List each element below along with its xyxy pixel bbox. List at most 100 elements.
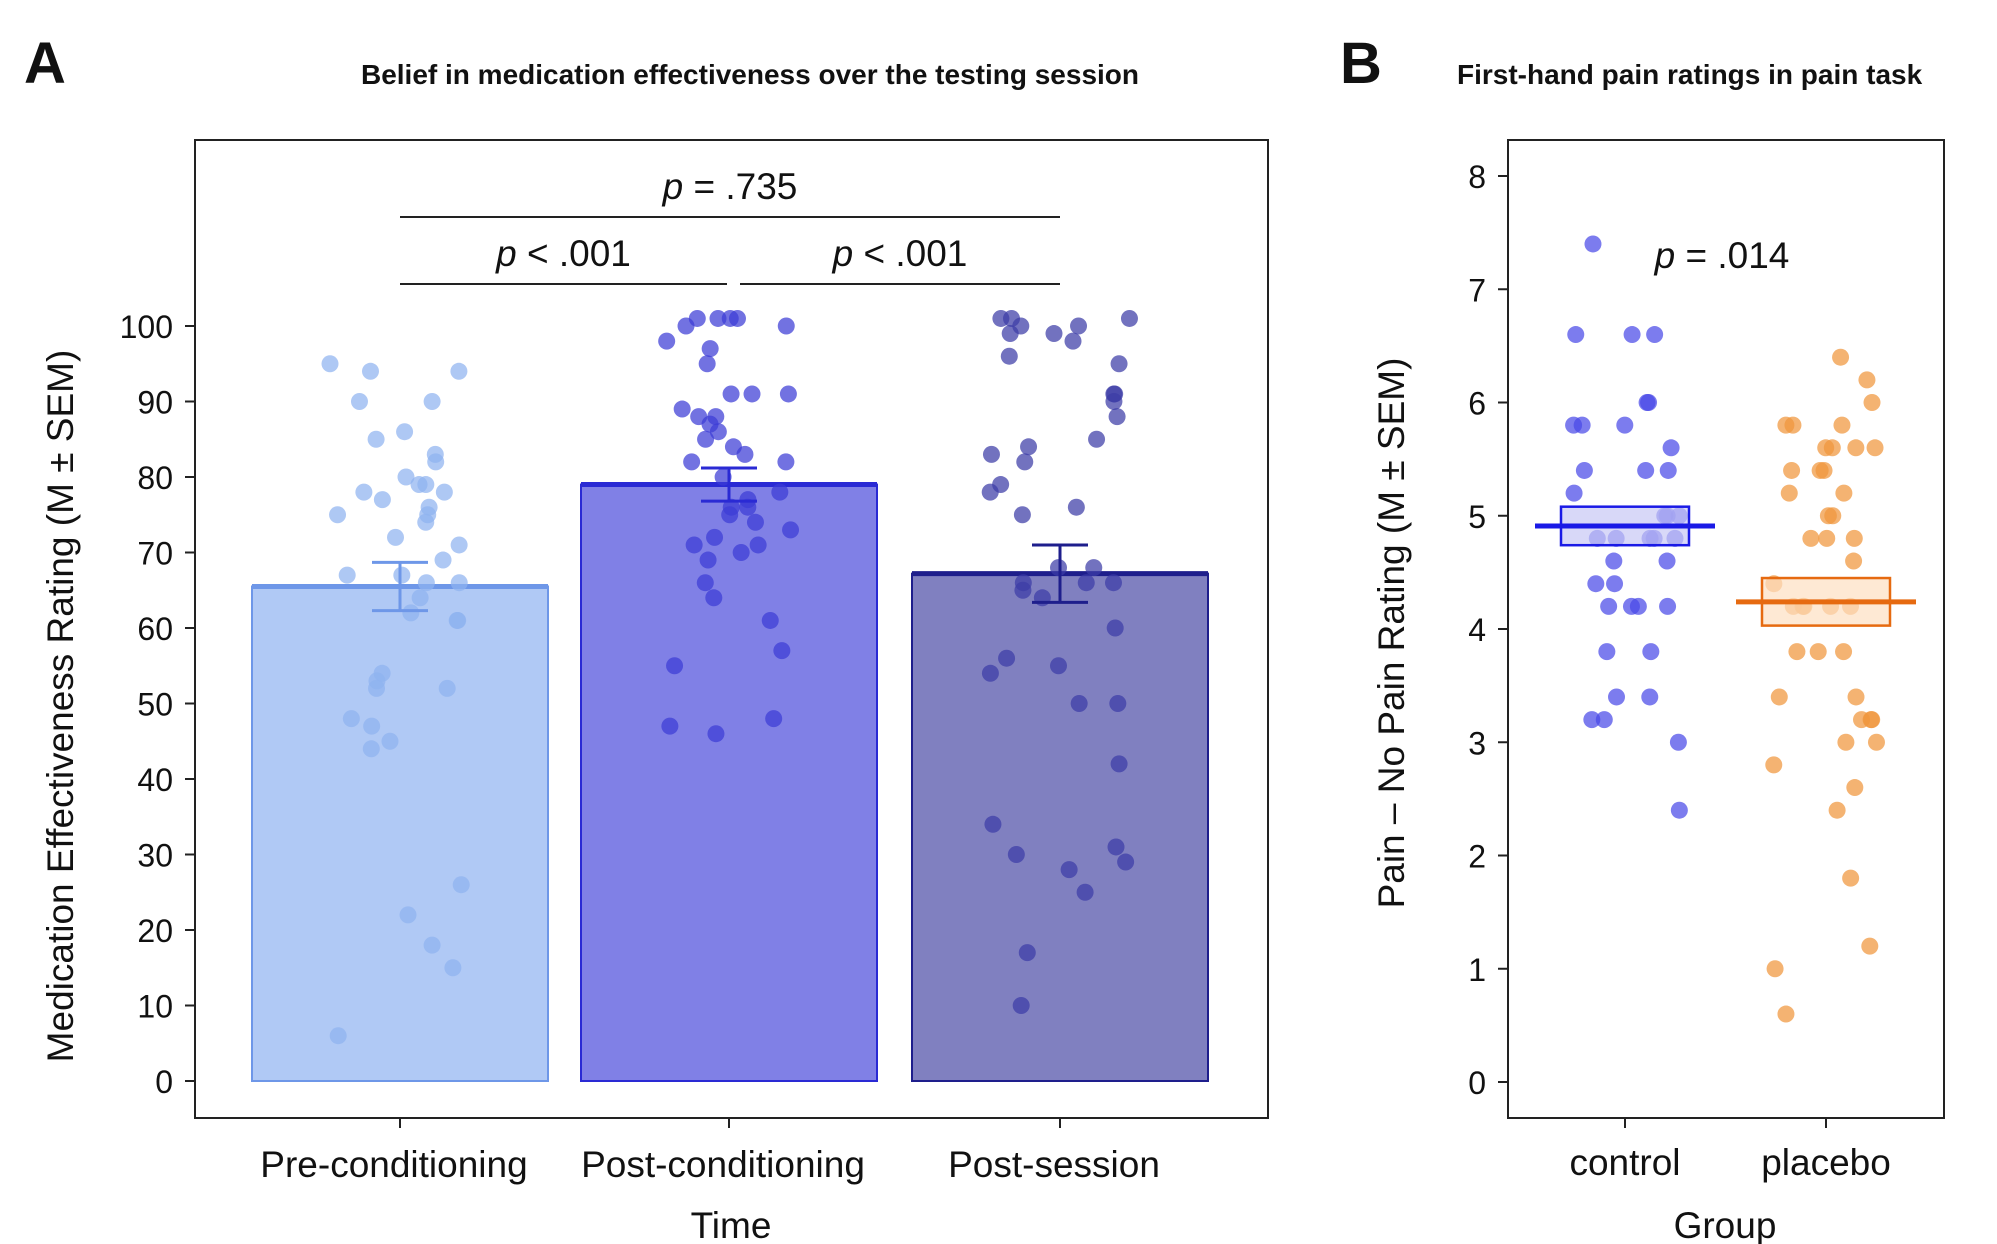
- panel-b-y-tick-label: 8: [1468, 159, 1486, 195]
- panel-a-point: [981, 664, 999, 682]
- panel-b-chart: First-hand pain ratings in pain task Gro…: [1371, 59, 1945, 1244]
- panel-b-point: [1842, 869, 1860, 887]
- panel-b-point: [1565, 484, 1583, 502]
- panel-a-comparison-label: p < .001: [495, 233, 631, 274]
- panel-b-point: [1573, 416, 1591, 434]
- panel-a-point: [411, 589, 429, 607]
- panel-a-point: [423, 393, 441, 410]
- panel-b-point: [1788, 643, 1806, 661]
- panel-a-y-tick-label: 0: [155, 1064, 173, 1100]
- panel-a-point: [709, 309, 727, 327]
- panel-a-point: [696, 574, 714, 592]
- panel-a-point: [1120, 309, 1138, 327]
- panel-a-point: [1110, 755, 1128, 773]
- panel-a-point: [739, 498, 757, 516]
- panel-a-point: [1088, 430, 1106, 448]
- panel-a-point: [1060, 861, 1078, 879]
- panel-a-point: [434, 551, 452, 569]
- panel-a-title: Belief in medication effectiveness over …: [361, 59, 1139, 90]
- panel-a-point: [661, 717, 679, 735]
- panel-b-y-tick-label: 5: [1468, 499, 1486, 535]
- panel-a-y-tick-label: 60: [137, 611, 173, 647]
- panel-a-point: [1064, 332, 1082, 350]
- panel-b-y-tick-label: 7: [1468, 272, 1486, 308]
- panel-a-point: [1000, 347, 1018, 365]
- panel-b-point: [1608, 688, 1626, 706]
- panel-b-point: [1858, 371, 1876, 389]
- panel-b-annotation: p = .014: [1654, 235, 1790, 276]
- panel-b-point: [1575, 461, 1593, 479]
- panel-a-point: [1104, 574, 1122, 592]
- panel-a-point: [701, 340, 719, 358]
- panel-b-x-axis-label: Group: [1674, 1205, 1777, 1244]
- panel-b-point: [1828, 801, 1846, 819]
- panel-b-point: [1867, 733, 1885, 751]
- panel-b-point: [1637, 461, 1655, 479]
- panel-b-point: [1845, 529, 1863, 547]
- panel-a-point: [402, 604, 420, 622]
- panel-a-point: [1001, 325, 1019, 343]
- panel-b-point: [1765, 756, 1783, 774]
- panel-b-point: [1837, 733, 1855, 751]
- panel-b-point: [1777, 416, 1795, 434]
- panel-a-point: [698, 355, 716, 373]
- panel-a-point: [1016, 453, 1034, 471]
- panel-a-point: [410, 476, 428, 494]
- panel-b-point: [1847, 688, 1865, 706]
- panel-b-point: [1606, 575, 1624, 593]
- panel-a-point: [450, 574, 468, 592]
- panel-b-y-tick-label: 2: [1468, 839, 1486, 875]
- panel-b-point: [1600, 597, 1618, 615]
- panel-a-x-axis-label: Time: [691, 1205, 772, 1244]
- panel-a-point: [399, 906, 417, 924]
- panel-a-point: [1106, 619, 1124, 637]
- panel-a-point: [417, 513, 435, 531]
- panel-a-point: [361, 362, 379, 380]
- panel-b-point: [1833, 416, 1851, 434]
- panel-a-point: [673, 400, 691, 418]
- panel-a-point: [707, 725, 725, 743]
- panel-a-point: [450, 536, 468, 554]
- panel-a-point: [1070, 695, 1088, 712]
- panel-a-y-axis-label: Medication Effectiveness Rating (M ± SEM…: [40, 350, 81, 1063]
- panel-a-point: [1107, 838, 1125, 856]
- panel-b-point: [1584, 235, 1602, 253]
- panel-b-y-tick-label: 4: [1468, 612, 1486, 648]
- panel-a-point: [381, 732, 399, 750]
- panel-b-point: [1670, 801, 1688, 819]
- panel-a-point: [699, 551, 717, 569]
- panel-a-y-tick-label: 30: [137, 838, 173, 874]
- panel-a-point: [992, 309, 1010, 327]
- panel-a-y-tick-label: 100: [120, 309, 173, 345]
- panel-a-point: [1110, 355, 1128, 373]
- panel-b-point: [1847, 439, 1865, 457]
- panel-a-point: [736, 445, 754, 463]
- panel-a-bar: [580, 483, 878, 1082]
- panel-b-point: [1835, 643, 1853, 661]
- panel-a-point: [1108, 408, 1126, 426]
- panel-a-point: [368, 679, 386, 697]
- panel-a-point: [452, 876, 470, 894]
- panel-b-y-tick-label: 3: [1468, 725, 1486, 761]
- panel-a-point: [677, 317, 695, 335]
- panel-a-point: [338, 566, 356, 584]
- panel-a-point: [417, 574, 435, 592]
- panel-a-y-tick-label: 20: [137, 913, 173, 949]
- panel-b-title: First-hand pain ratings in pain task: [1457, 59, 1923, 90]
- panel-a-point: [438, 679, 456, 697]
- panel-b-y-tick-label: 0: [1468, 1065, 1486, 1101]
- panel-a-point: [777, 317, 795, 335]
- panel-b-point: [1659, 461, 1677, 479]
- panel-a-point: [362, 740, 380, 758]
- panel-a-point: [329, 1027, 347, 1045]
- panel-a-point: [350, 393, 368, 410]
- panel-a-point: [367, 430, 385, 448]
- panel-a-x-tick-label: Post-conditioning: [581, 1144, 865, 1185]
- panel-b-point: [1824, 507, 1842, 525]
- panel-b-point: [1659, 597, 1677, 615]
- panel-a-point: [981, 483, 999, 501]
- panel-a-point: [1070, 317, 1088, 335]
- panel-a-point: [393, 566, 411, 584]
- panel-b-x-tick-label: placebo: [1761, 1142, 1891, 1183]
